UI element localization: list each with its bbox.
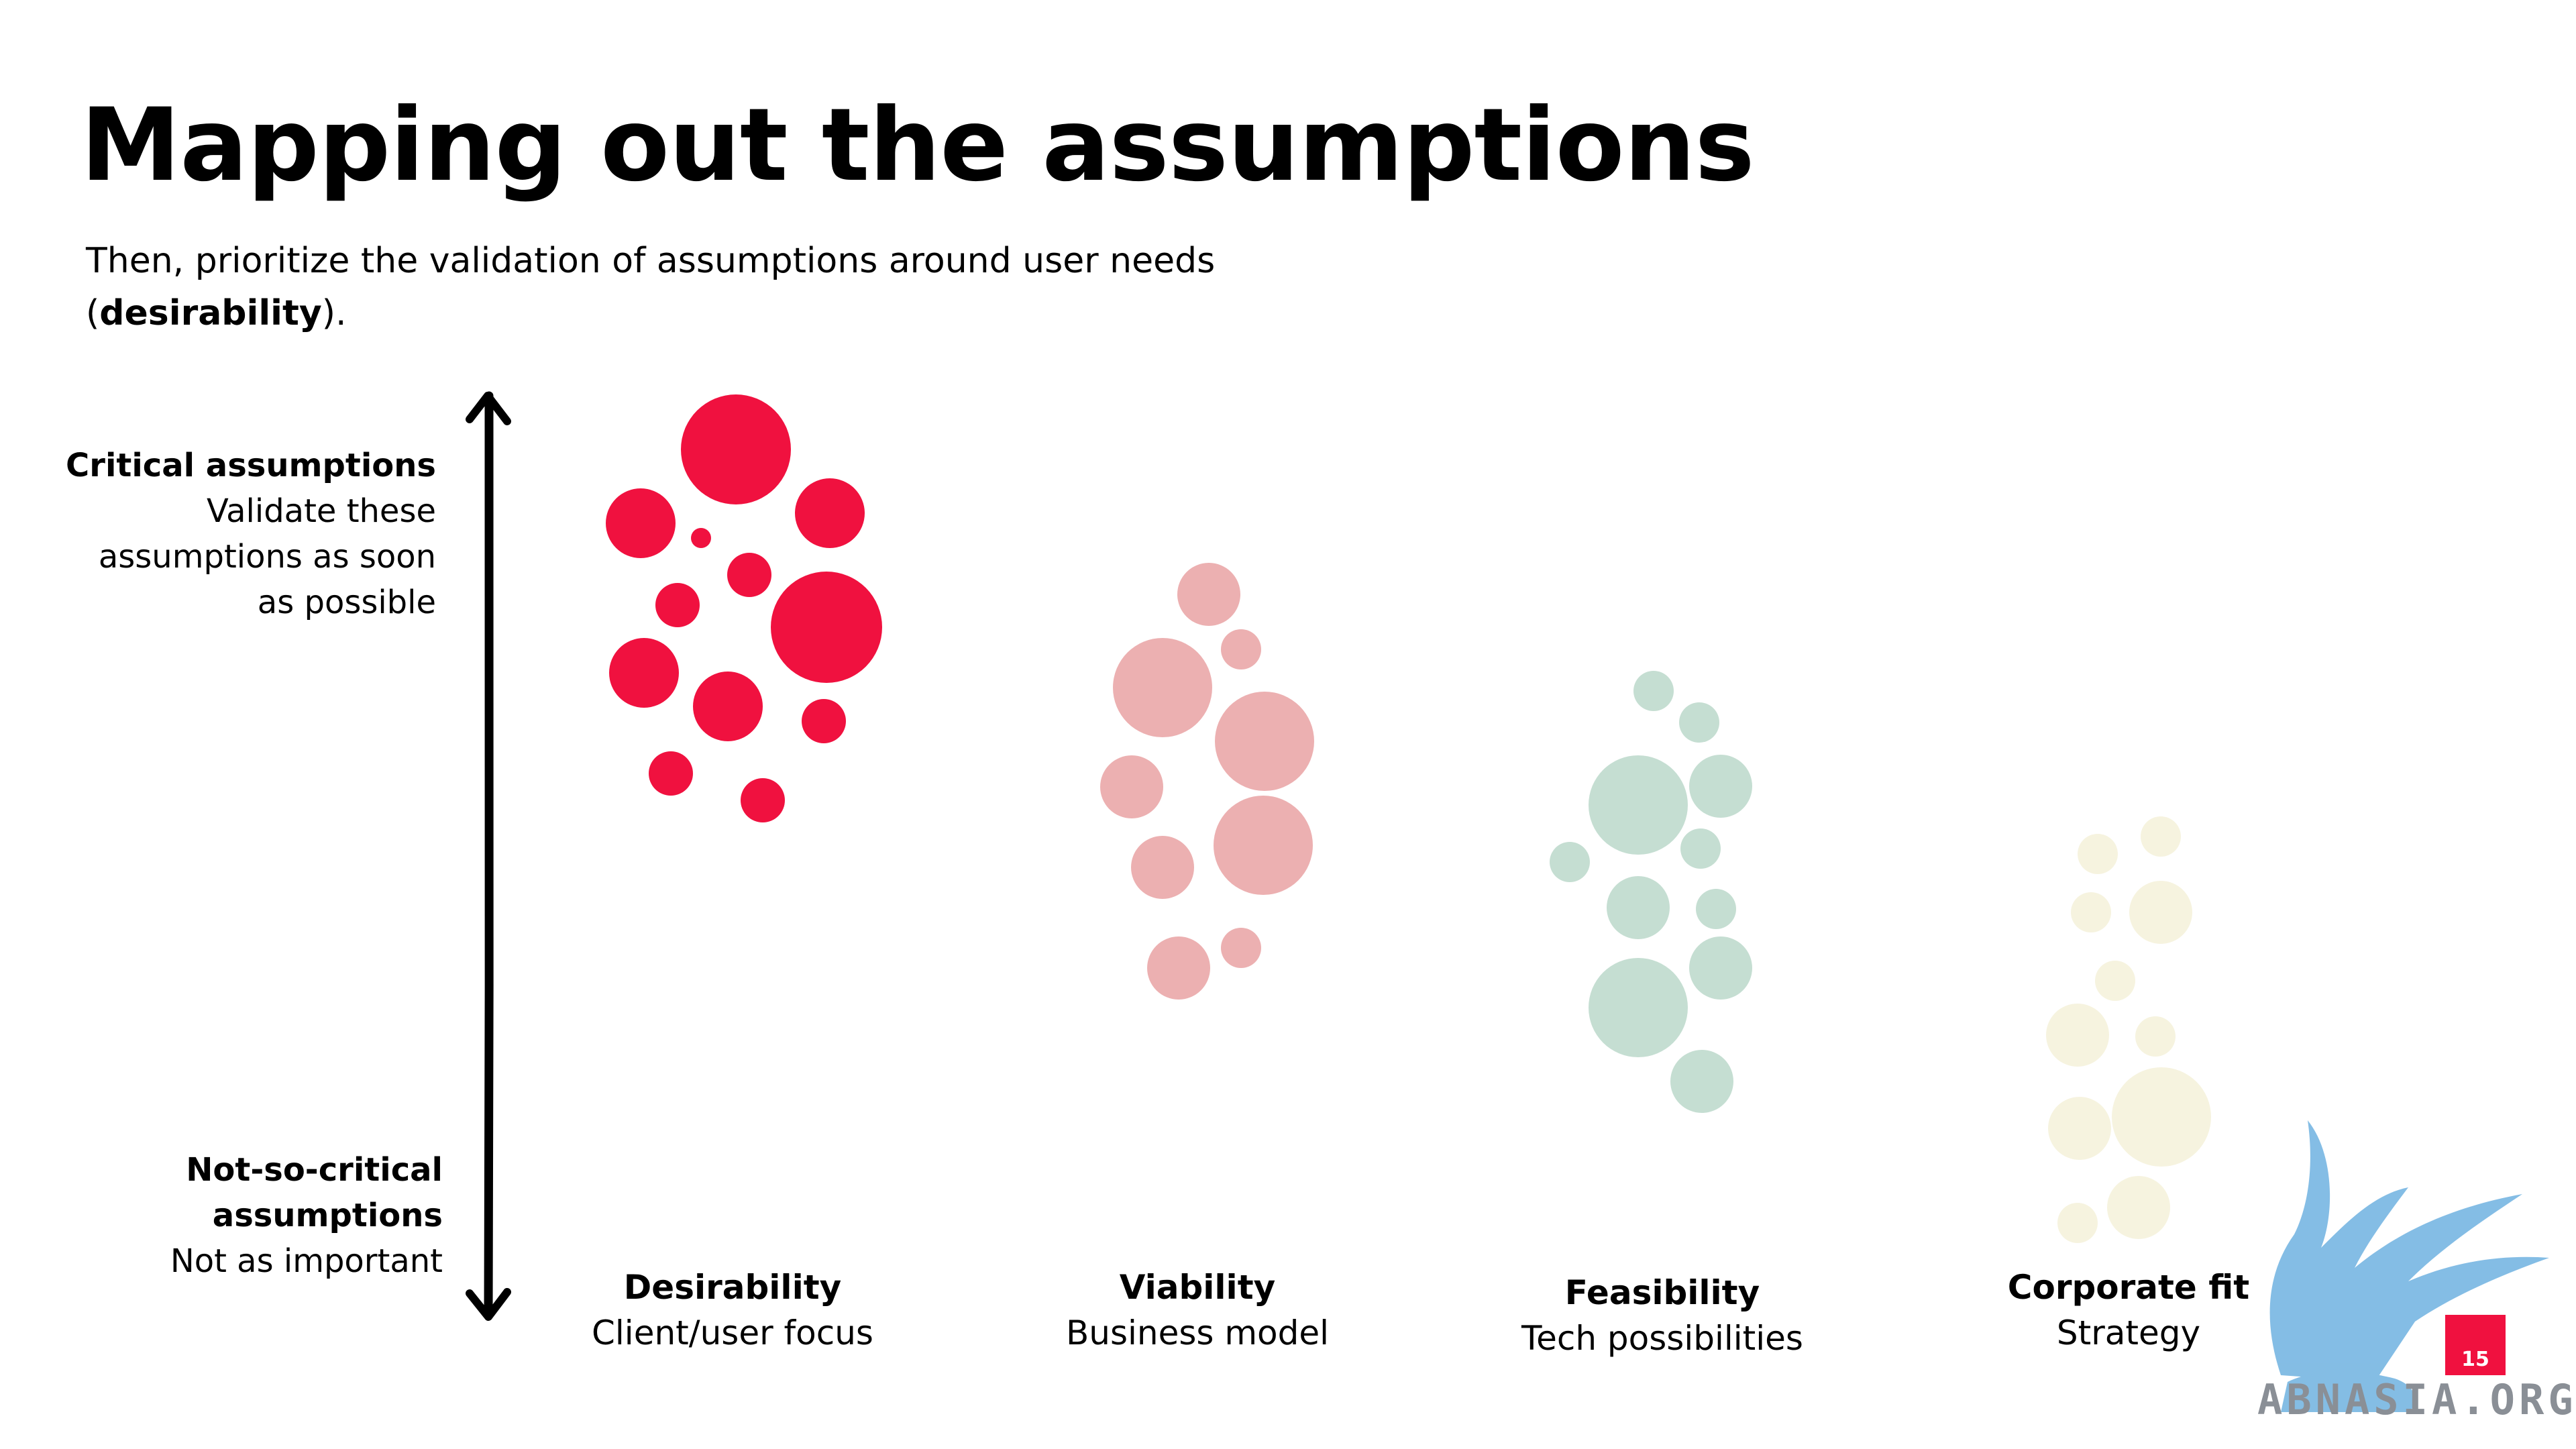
double-arrow-icon (466, 391, 511, 1321)
axis-bottom-label: Not-so-critical assumptions Not as impor… (170, 1147, 443, 1284)
assumption-bubble (691, 528, 711, 548)
assumption-bubble (1633, 671, 1674, 711)
axis-bottom-heading-2: assumptions (212, 1197, 443, 1234)
assumption-bubble (609, 638, 679, 708)
assumption-bubble (655, 583, 700, 627)
assumption-bubble (2135, 1016, 2176, 1057)
assumption-bubble (1177, 563, 1240, 626)
axis-top-label: Critical assumptions Validate these assu… (66, 443, 436, 625)
subtitle: Then, prioritize the validation of assum… (86, 235, 1360, 339)
assumption-bubble (2057, 1203, 2098, 1243)
assumption-bubble (681, 394, 791, 504)
category-sub: Strategy (2056, 1313, 2201, 1352)
assumption-bubble (1680, 828, 1721, 869)
assumption-bubble (1679, 702, 1719, 743)
assumption-bubble (1689, 936, 1752, 1000)
axis-top-line-1: Validate these (207, 492, 436, 530)
assumption-bubble (2078, 834, 2118, 874)
assumption-bubble (1147, 936, 1210, 1000)
assumption-bubble (1670, 1050, 1733, 1113)
category-name: Viability (1119, 1268, 1276, 1307)
axis-top-heading: Critical assumptions (66, 447, 436, 484)
assumption-bubble (1100, 755, 1163, 818)
assumption-bubble (1215, 692, 1314, 791)
axis-top-line-3: as possible (257, 584, 436, 621)
assumption-bubble (1696, 889, 1736, 929)
assumption-bubble (741, 778, 785, 822)
assumption-bubble (1550, 842, 1590, 882)
assumption-bubble (1607, 876, 1670, 939)
assumption-bubble (649, 751, 693, 796)
subtitle-bold: desirability (99, 293, 322, 333)
assumption-bubble (2095, 961, 2135, 1001)
category-sub: Client/user focus (592, 1313, 873, 1352)
assumption-bubble (1214, 796, 1313, 895)
assumption-bubble (771, 572, 882, 683)
assumption-bubble (802, 699, 846, 743)
axis-top-line-2: assumptions as soon (98, 538, 436, 576)
assumption-bubble (727, 553, 771, 597)
assumption-bubble (2048, 1097, 2111, 1160)
category-sub: Business model (1065, 1313, 1330, 1352)
assumption-bubble (1221, 928, 1261, 968)
assumption-bubble (2141, 816, 2181, 857)
category-viability: Viability Business model (996, 1265, 1399, 1356)
page-title: Mapping out the assumptions (80, 87, 1755, 204)
assumption-bubble (606, 488, 676, 558)
subtitle-text-before: Then, prioritize the validation of assum… (86, 241, 1216, 333)
assumption-bubble (1689, 755, 1752, 818)
axis-bottom-line: Not as important (170, 1242, 443, 1280)
assumption-bubble (1221, 629, 1261, 669)
assumption-bubble (2107, 1176, 2170, 1239)
category-name: Feasibility (1564, 1273, 1760, 1312)
page-number-badge: 15 (2445, 1315, 2506, 1375)
bubble-cluster-desirability (606, 394, 882, 822)
assumption-bubble (2046, 1004, 2109, 1067)
category-name: Desirability (623, 1268, 842, 1307)
category-corporate-fit: Corporate fit Strategy (1927, 1265, 2330, 1356)
assumption-bubble (1131, 836, 1194, 899)
assumption-bubble (1589, 958, 1688, 1057)
assumption-bubble (2112, 1067, 2211, 1167)
subtitle-text-after: ). (321, 293, 347, 333)
assumption-bubble (795, 478, 865, 548)
assumption-bubble (1589, 755, 1688, 855)
assumption-bubble (693, 672, 763, 741)
assumption-bubble (2071, 892, 2111, 932)
category-feasibility: Feasibility Tech possibilities (1461, 1270, 1864, 1361)
watermark-text: ABNASIA.ORG (2257, 1375, 2576, 1424)
assumption-bubble (1113, 638, 1212, 737)
category-name: Corporate fit (2007, 1268, 2250, 1307)
assumption-bubble (2129, 881, 2192, 944)
bubble-cluster-feasibility (1550, 671, 1752, 1113)
griffin-logo-icon (2269, 1120, 2549, 1412)
bubble-cluster-viability (1100, 563, 1314, 1000)
axis-bottom-heading-1: Not-so-critical (186, 1151, 443, 1189)
category-sub: Tech possibilities (1521, 1319, 1803, 1358)
bubble-cluster-corporate-fit (2046, 816, 2211, 1243)
category-desirability: Desirability Client/user focus (531, 1265, 934, 1356)
